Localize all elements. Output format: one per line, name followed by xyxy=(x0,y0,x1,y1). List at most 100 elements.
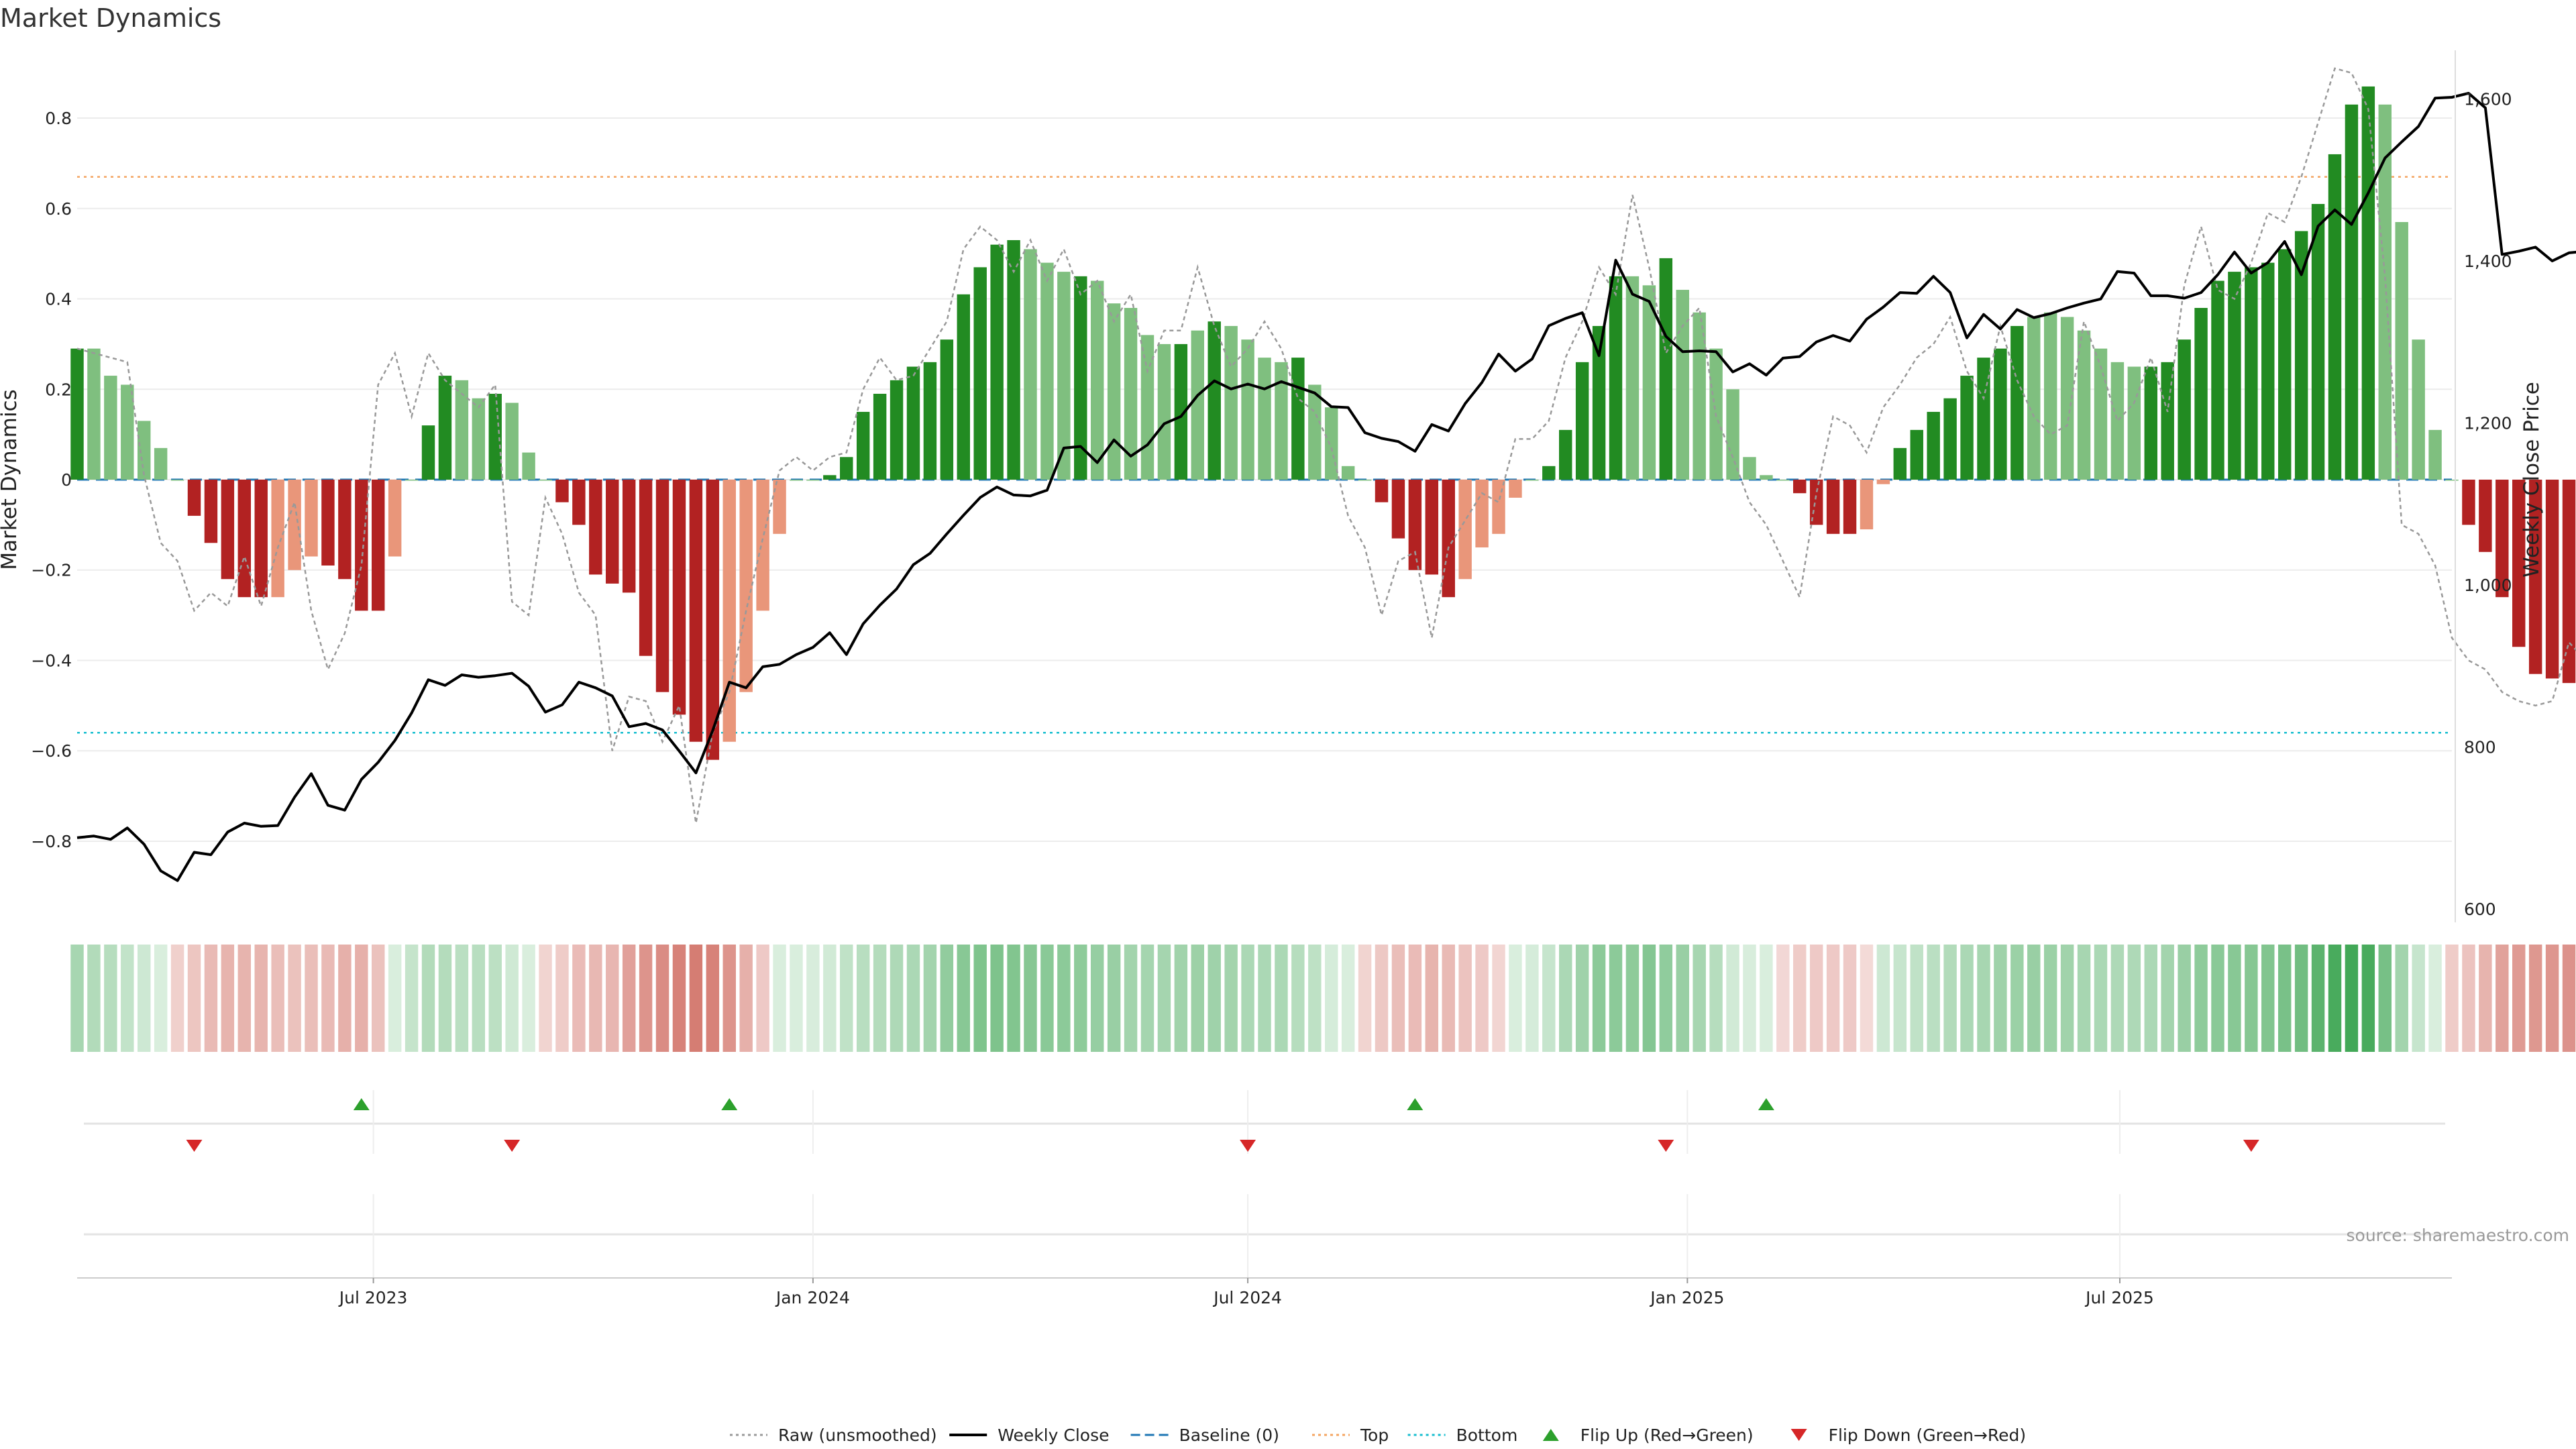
heatmap-cell xyxy=(622,945,636,1052)
bar xyxy=(1341,466,1355,480)
bar xyxy=(1024,249,1037,480)
left-tick-label: 0.2 xyxy=(45,380,72,399)
heatmap-cell xyxy=(1458,945,1472,1052)
bar xyxy=(2110,362,2125,480)
bar xyxy=(2345,104,2359,480)
heatmap-cell xyxy=(1308,945,1322,1052)
heatmap-cell xyxy=(1291,945,1305,1052)
x-tick-label: Jul 2024 xyxy=(1212,1288,1282,1307)
heatmap-cell xyxy=(1258,945,1271,1052)
heatmap-cell xyxy=(1575,945,1589,1052)
heatmap-cell xyxy=(70,945,84,1052)
bar xyxy=(1124,308,1138,480)
legend-item-baseline: Baseline (0) xyxy=(1130,1426,1279,1445)
heatmap-cell xyxy=(221,945,235,1052)
heatmap-cell xyxy=(170,945,184,1052)
bar xyxy=(455,380,469,480)
flip-events-panel xyxy=(84,1090,2445,1278)
heatmap-cell xyxy=(2328,945,2342,1052)
bar xyxy=(1275,362,1288,480)
bar xyxy=(589,480,602,575)
bar xyxy=(1040,262,1054,480)
heatmap-cell xyxy=(1525,945,1539,1052)
bar xyxy=(388,480,402,557)
heatmap-cell xyxy=(1743,945,1756,1052)
right-tick-label: 600 xyxy=(2464,900,2496,919)
heatmap-cell xyxy=(2462,945,2475,1052)
bar xyxy=(923,362,937,480)
bar xyxy=(1960,376,1974,480)
bar xyxy=(706,480,720,760)
heatmap-cell xyxy=(237,945,252,1052)
heatmap-cell xyxy=(87,945,101,1052)
heatmap-cell xyxy=(1542,945,1556,1052)
heatmap-cell xyxy=(1509,945,1522,1052)
bar xyxy=(1475,480,1489,548)
bar xyxy=(2194,308,2208,480)
heatmap-strip xyxy=(70,945,2576,1052)
flip-up-icon xyxy=(1407,1098,1424,1110)
bar xyxy=(1943,398,1957,480)
bar xyxy=(1826,480,1840,534)
heatmap-cell xyxy=(522,945,535,1052)
heatmap-cell xyxy=(1475,945,1489,1052)
heatmap-cell xyxy=(1726,945,1739,1052)
heatmap-cell xyxy=(555,945,569,1052)
heatmap-cell xyxy=(589,945,602,1052)
bar xyxy=(421,425,435,480)
left-tick-label: −0.2 xyxy=(31,561,72,580)
bar xyxy=(1893,447,1907,480)
legend-label: Weekly Close xyxy=(998,1426,1109,1445)
heatmap-cell xyxy=(1074,945,1087,1052)
heatmap-cell xyxy=(1960,945,1974,1052)
heatmap-cell xyxy=(572,945,586,1052)
bar xyxy=(890,380,904,480)
bar xyxy=(1408,480,1422,570)
heatmap-cell xyxy=(1174,945,1188,1052)
heatmap-cell xyxy=(1157,945,1171,1052)
bar xyxy=(2178,339,2191,480)
bar xyxy=(1726,389,1739,480)
bar xyxy=(1425,480,1439,575)
heatmap-cell xyxy=(823,945,837,1052)
bar xyxy=(87,348,101,480)
heatmap-cell xyxy=(1693,945,1706,1052)
heatmap-cell xyxy=(1107,945,1121,1052)
heatmap-cell xyxy=(1910,945,1923,1052)
bar xyxy=(170,480,184,481)
heatmap-cell xyxy=(790,945,803,1052)
legend-item-top: Top xyxy=(1312,1426,1389,1445)
bar xyxy=(2161,362,2174,480)
bar xyxy=(2144,366,2157,480)
bar xyxy=(2462,480,2475,525)
heatmap-cell xyxy=(2178,945,2191,1052)
bar xyxy=(1977,358,1990,480)
bar xyxy=(957,294,970,480)
bar xyxy=(2010,325,2024,480)
left-tick-label: 0 xyxy=(61,470,72,490)
heatmap-cell xyxy=(539,945,552,1052)
bar xyxy=(1007,239,1020,480)
bar xyxy=(1509,480,1522,498)
legend-label: Flip Up (Red→Green) xyxy=(1580,1426,1754,1445)
raw-series xyxy=(76,67,2576,824)
heatmap-cell xyxy=(388,945,402,1052)
bar xyxy=(2311,204,2325,480)
bar xyxy=(1676,290,1689,480)
bar xyxy=(271,480,284,598)
x-tick-label: Jan 2025 xyxy=(1649,1288,1724,1307)
bar xyxy=(2294,231,2308,480)
heatmap-cell xyxy=(1659,945,1673,1052)
heatmap-cell xyxy=(154,945,168,1052)
heatmap-cell xyxy=(1625,945,1640,1052)
bar xyxy=(1208,321,1221,480)
heatmap-cell xyxy=(1826,945,1840,1052)
flip-down-icon xyxy=(186,1140,203,1152)
heatmap-cell xyxy=(840,945,853,1052)
heatmap-cell xyxy=(1809,945,1823,1052)
bar xyxy=(338,480,352,580)
bar xyxy=(2512,480,2526,647)
heatmap-cell xyxy=(1275,945,1288,1052)
heatmap-cell xyxy=(321,945,335,1052)
